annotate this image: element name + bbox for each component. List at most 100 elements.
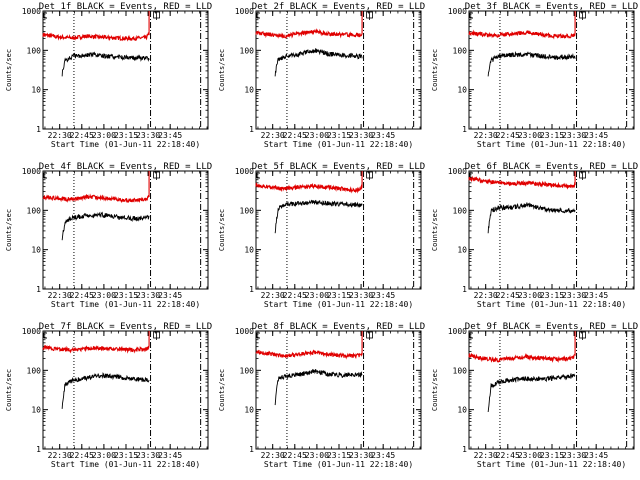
flare-flag-glyph (366, 331, 373, 340)
x-axis-label: Start Time (01-Jun-11 22:18:40) (51, 140, 200, 149)
legend-glyph (256, 332, 260, 339)
plot-frame (42, 170, 209, 290)
y-tick-label: 1000 (22, 167, 41, 176)
x-tick-label: 23:30 (136, 131, 160, 140)
x-tick-label: 22:45 (70, 131, 94, 140)
x-axis-label: Start Time (01-Jun-11 22:18:40) (264, 300, 413, 309)
chart-title: Det 9f BLACK = Events, RED = LLD (465, 322, 638, 332)
y-axis-label: Counts/sec (218, 209, 226, 251)
series-red-lld-line (255, 171, 363, 194)
plot-frame (468, 170, 635, 290)
flare-flag-glyph (579, 11, 586, 20)
x-tick-label: 22:30 (474, 131, 498, 140)
x-axis-label: Start Time (01-Jun-11 22:18:40) (264, 140, 413, 149)
series-black-events-line (274, 48, 363, 77)
y-axis-label: Counts/sec (5, 369, 13, 411)
x-tick-label: 23:30 (349, 131, 373, 140)
x-tick-label: 22:30 (474, 451, 498, 460)
x-tick-label: 23:00 (305, 451, 329, 460)
plot-frame (255, 330, 422, 450)
y-tick-label: 1 (36, 445, 41, 454)
series-black-events-line (274, 199, 363, 234)
series-red-lld-line (42, 11, 150, 42)
y-tick-label: 10 (457, 246, 467, 255)
series-red-lld-line (468, 331, 576, 363)
x-tick-label: 22:30 (48, 131, 72, 140)
x-tick-label: 22:45 (496, 451, 520, 460)
x-tick-label: 22:45 (283, 291, 307, 300)
series-black-events-line (487, 202, 576, 234)
series-black-events-line (61, 51, 150, 77)
plot-frame (468, 330, 635, 450)
x-axis-label: Start Time (01-Jun-11 22:18:40) (477, 460, 626, 469)
y-tick-label: 1 (462, 445, 467, 454)
y-tick-label: 1 (462, 125, 467, 134)
legend-glyph (469, 12, 473, 19)
x-tick-label: 22:45 (496, 131, 520, 140)
y-axis-label: Counts/sec (431, 369, 439, 411)
y-tick-label: 100 (27, 366, 42, 375)
x-tick-label: 23:15 (327, 131, 351, 140)
chart-panel-det-1: Det 1f BLACK = Events, RED = LLD 1 10 100 10… (5, 2, 212, 149)
flare-flag-glyph (366, 171, 373, 180)
y-tick-label: 100 (453, 206, 468, 215)
x-tick-label: 23:30 (562, 131, 586, 140)
y-tick-label: 10 (457, 406, 467, 415)
chart-panel-det-3: Det 3f BLACK = Events, RED = LLD 1 10 100 10… (431, 2, 638, 149)
x-tick-label: 22:30 (261, 131, 285, 140)
x-axis-label: Start Time (01-Jun-11 22:18:40) (51, 300, 200, 309)
y-tick-label: 10 (244, 406, 254, 415)
x-axis-label: Start Time (01-Jun-11 22:18:40) (477, 300, 626, 309)
series-red-lld-line (468, 11, 576, 40)
y-tick-label: 1000 (235, 167, 254, 176)
x-tick-label: 23:15 (540, 131, 564, 140)
x-tick-label: 23:00 (305, 291, 329, 300)
y-tick-label: 1000 (22, 7, 41, 16)
y-axis-label: Counts/sec (5, 49, 13, 91)
chart-panel-det-8: Det 8f BLACK = Events, RED = LLD 1 10 100 10… (218, 322, 425, 469)
x-tick-label: 23:00 (518, 131, 542, 140)
x-tick-label: 22:30 (261, 451, 285, 460)
legend-glyph (256, 172, 260, 179)
flare-flag-glyph (579, 171, 586, 180)
series-red-lld-line (42, 171, 150, 204)
x-tick-label: 23:30 (349, 291, 373, 300)
chart-title: Det 2f BLACK = Events, RED = LLD (252, 2, 425, 12)
x-tick-label: 23:15 (540, 291, 564, 300)
y-tick-label: 1000 (448, 167, 467, 176)
chart-title: Det 3f BLACK = Events, RED = LLD (465, 2, 638, 12)
flare-flag-glyph (579, 331, 586, 340)
x-tick-label: 23:30 (562, 451, 586, 460)
x-tick-label: 23:45 (158, 131, 182, 140)
y-axis-label: Counts/sec (218, 49, 226, 91)
chart-panel-det-9: Det 9f BLACK = Events, RED = LLD 1 10 100 10… (431, 322, 638, 469)
flare-flag-glyph (153, 331, 160, 340)
chart-panel-det-5: Det 5f BLACK = Events, RED = LLD 1 10 100 10… (218, 162, 425, 309)
legend-glyph (43, 12, 47, 19)
x-tick-label: 23:45 (371, 131, 395, 140)
y-tick-label: 10 (244, 86, 254, 95)
x-tick-label: 23:45 (158, 291, 182, 300)
y-tick-label: 10 (31, 406, 41, 415)
series-red-lld-line (255, 11, 363, 39)
x-tick-label: 23:45 (584, 291, 608, 300)
x-tick-label: 23:45 (371, 451, 395, 460)
chart-title: Det 8f BLACK = Events, RED = LLD (252, 322, 425, 332)
series-red-lld-line (468, 171, 576, 190)
x-tick-label: 23:30 (136, 451, 160, 460)
x-tick-label: 23:15 (114, 291, 138, 300)
plot-frame (42, 10, 209, 130)
y-tick-label: 1000 (235, 7, 254, 16)
x-tick-label: 22:30 (48, 291, 72, 300)
series-black-events-line (61, 211, 150, 241)
y-tick-label: 100 (27, 206, 42, 215)
chart-panel-det-6: Det 6f BLACK = Events, RED = LLD 1 10 100 10… (431, 162, 638, 309)
x-tick-label: 23:15 (327, 451, 351, 460)
chart-title: Det 5f BLACK = Events, RED = LLD (252, 162, 425, 172)
y-axis-label: Counts/sec (5, 209, 13, 251)
x-tick-label: 23:45 (584, 131, 608, 140)
legend-glyph (43, 172, 47, 179)
y-tick-label: 1000 (448, 7, 467, 16)
series-red-lld-line (42, 331, 150, 354)
x-tick-label: 22:45 (70, 291, 94, 300)
